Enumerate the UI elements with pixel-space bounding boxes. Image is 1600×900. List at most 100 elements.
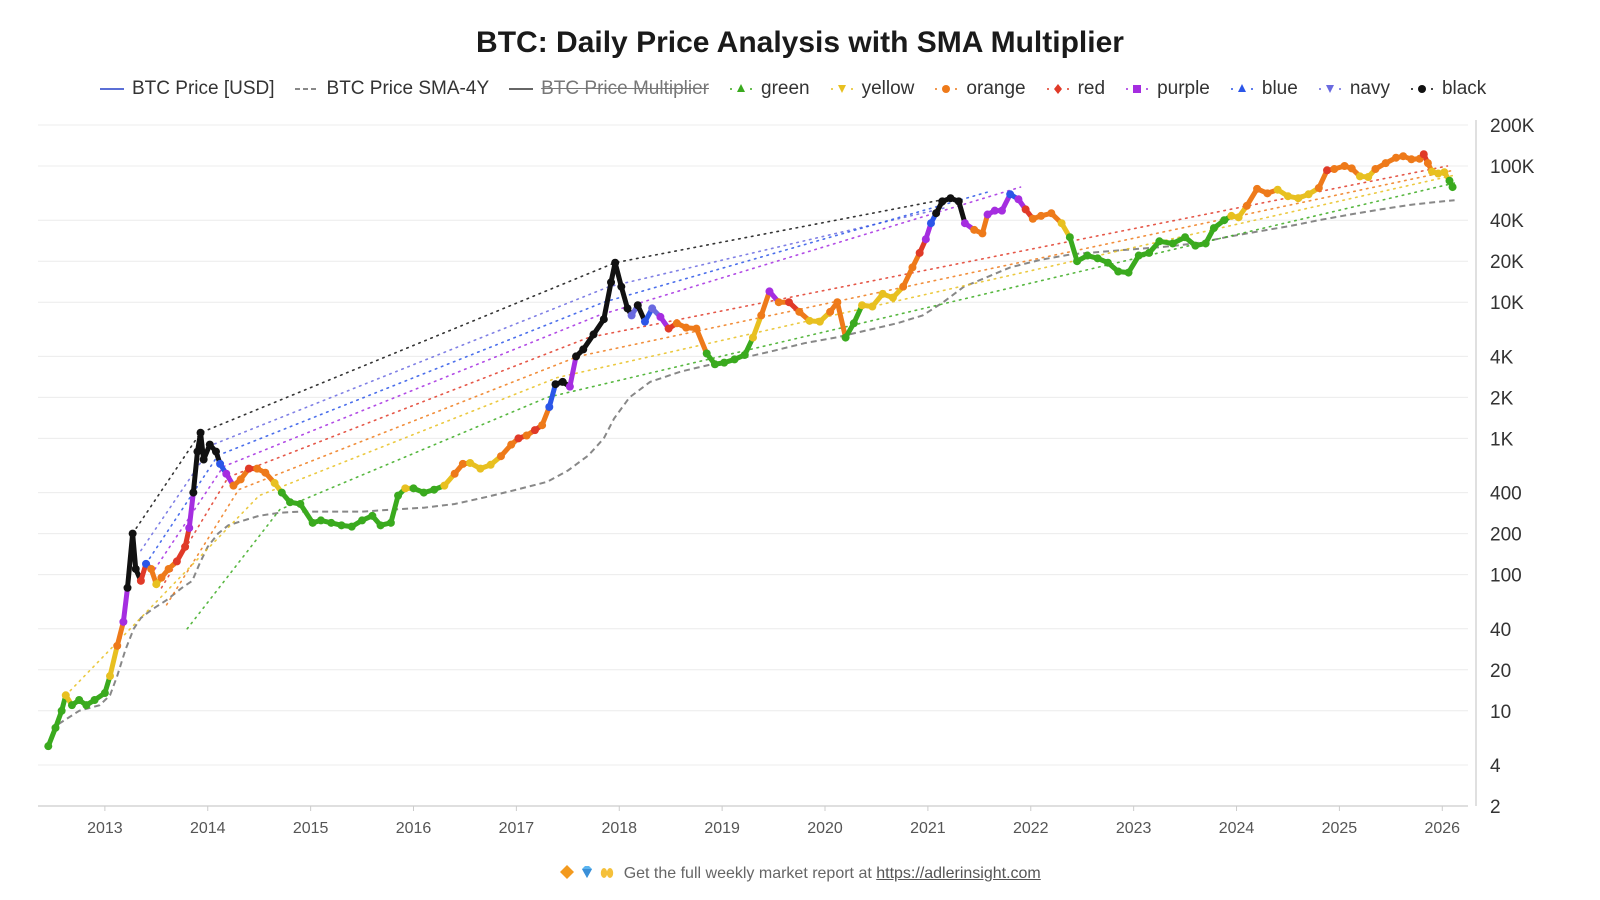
price-point (795, 307, 804, 316)
price-point (296, 499, 305, 508)
price-point (358, 516, 367, 525)
price-point (75, 696, 84, 705)
price-point (172, 557, 181, 566)
price-point (572, 352, 581, 361)
level-line-blue (145, 190, 991, 565)
legend-marker-icon (935, 85, 958, 93)
x-tick-label: 2021 (910, 820, 946, 837)
level-line-red (160, 165, 1449, 589)
legend-item-blue[interactable]: blue (1230, 78, 1298, 100)
price-point (1114, 267, 1123, 276)
price-point (765, 287, 774, 296)
price-point (147, 564, 156, 573)
legend-line-icon (100, 88, 124, 90)
price-point (1145, 248, 1154, 257)
price-point (1371, 165, 1380, 174)
price-point (607, 278, 616, 287)
y-tick-label: 4 (1490, 756, 1501, 777)
price-point (960, 219, 969, 228)
x-tick-label: 2020 (807, 820, 843, 837)
price-point (899, 282, 908, 291)
legend-label: green (761, 78, 810, 99)
y-tick-label: 20K (1490, 252, 1524, 273)
y-tick-label: 1K (1490, 429, 1514, 450)
chart-title: BTC: Daily Price Analysis with SMA Multi… (476, 26, 1124, 59)
legend-item-btc-price-sma-4y[interactable]: BTC Price SMA-4Y (294, 78, 489, 100)
price-point (270, 479, 279, 488)
price-point (308, 518, 317, 527)
price-point (401, 484, 410, 493)
price-point (1093, 254, 1102, 263)
price-point (131, 564, 140, 573)
price-point (983, 210, 992, 219)
price-point (440, 481, 449, 490)
y-tick-label: 200 (1490, 525, 1522, 546)
footer-link[interactable]: https://adlerinsight.com (876, 865, 1041, 882)
x-tick-label: 2016 (396, 820, 432, 837)
x-tick-label: 2015 (293, 820, 329, 837)
price-point (785, 298, 794, 307)
x-tick-label: 2013 (87, 820, 123, 837)
price-point (347, 522, 356, 531)
price-point (119, 617, 128, 626)
price-point (682, 323, 691, 332)
legend-item-red[interactable]: red (1046, 78, 1105, 100)
legend-item-purple[interactable]: purple (1125, 78, 1210, 100)
x-tick-label: 2017 (499, 820, 535, 837)
price-point (1253, 184, 1262, 193)
price-point (589, 330, 598, 339)
price-point (702, 349, 711, 358)
price-point (888, 293, 897, 302)
price-point (1209, 224, 1218, 233)
legend-item-black[interactable]: black (1410, 78, 1486, 100)
legend-item-orange[interactable]: orange (934, 78, 1026, 100)
price-point (90, 696, 99, 705)
price-point (640, 317, 649, 326)
legend-item-yellow[interactable]: yellow (830, 78, 914, 100)
price-point (514, 434, 523, 443)
price-point (757, 311, 766, 320)
price-point (142, 559, 151, 568)
legend-label: navy (1349, 78, 1390, 99)
price-point (1057, 219, 1066, 228)
price-point (123, 583, 132, 592)
legend-item-green[interactable]: green (729, 78, 810, 100)
price-point (858, 301, 867, 310)
price-point (61, 691, 70, 700)
legend-item-btc-price-usd[interactable]: BTC Price [USD] (100, 78, 275, 100)
legend-marker-icon (830, 85, 853, 93)
price-point (1168, 239, 1177, 248)
price-point (216, 459, 225, 468)
price-point (997, 206, 1006, 215)
price-point (1440, 168, 1449, 177)
legend-marker-icon (1126, 85, 1149, 93)
price-point (409, 484, 418, 493)
legend-item-btc-price-multiplier[interactable]: BTC Price Multiplier (509, 78, 709, 100)
legend-line-icon (509, 88, 534, 90)
price-point (1124, 268, 1133, 277)
price-point (430, 485, 439, 494)
price-point (915, 248, 924, 257)
price-segment (388, 493, 401, 526)
legend-label: BTC Price Multiplier (541, 78, 709, 99)
price-point (337, 521, 346, 530)
price-point (157, 573, 166, 582)
legend-item-navy[interactable]: navy (1318, 78, 1390, 100)
y-tick-label: 40K (1490, 211, 1524, 232)
price-point (196, 428, 205, 437)
price-point (450, 469, 459, 478)
price-point (938, 197, 947, 206)
legend-line-icon (294, 88, 319, 90)
y-tick-label: 40 (1490, 620, 1511, 641)
price-point (244, 464, 253, 473)
price-point (1423, 159, 1432, 168)
price-point (868, 302, 877, 311)
grid (38, 124, 1468, 807)
legend-label: BTC Price [USD] (132, 78, 275, 99)
price-point (538, 421, 547, 430)
price-point (740, 350, 749, 359)
price-point (51, 723, 60, 732)
price-point (1294, 194, 1303, 203)
legend-marker-icon (730, 84, 752, 92)
